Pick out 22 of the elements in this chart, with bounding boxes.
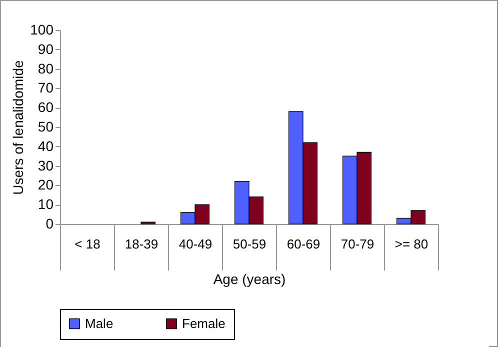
x-tick-label: 50-59 (232, 236, 266, 252)
x-axis-title: Age (years) (213, 271, 286, 287)
y-tick-label: 90 (38, 40, 54, 57)
y-tick-label: 30 (38, 157, 54, 174)
y-tick-label: 50 (38, 118, 54, 134)
legend-label: Female (182, 316, 226, 331)
y-axis-title: Users of lenalidomide (10, 60, 26, 195)
legend-label: Male (85, 316, 114, 331)
x-tick-label: 18-39 (124, 236, 158, 252)
y-tick-label: 100 (30, 22, 54, 38)
x-tick-label: 40-49 (178, 236, 212, 252)
y-tick-label: 10 (38, 196, 54, 212)
y-tick-label: 20 (38, 176, 54, 193)
x-tick-label: 70-79 (340, 236, 374, 252)
y-tick-label: 70 (38, 80, 54, 96)
y-tick-label: 60 (38, 99, 54, 116)
x-tick-label: 60-69 (286, 236, 320, 252)
x-tick-label: >= 80 (394, 236, 428, 252)
y-tick-label: 0 (46, 216, 54, 232)
x-tick-label: < 18 (74, 236, 100, 252)
y-tick-label: 80 (38, 60, 54, 76)
y-tick-label: 40 (38, 138, 54, 154)
